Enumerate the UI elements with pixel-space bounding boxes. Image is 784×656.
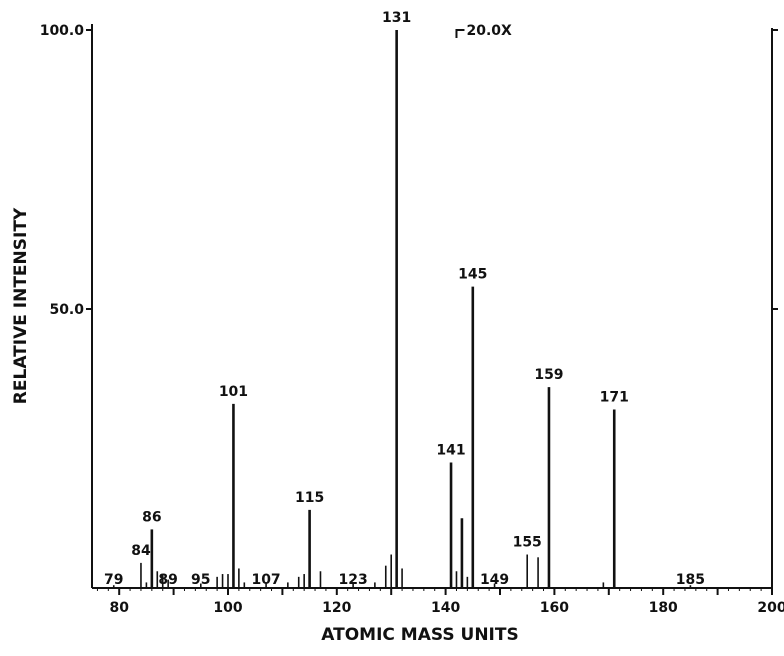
x-tick-label: 160 bbox=[540, 600, 569, 616]
x-tick-label: 140 bbox=[431, 600, 460, 616]
y-tick-label: 100.0 bbox=[40, 23, 85, 39]
x-ticks: 80 100 120 140 160 180 200 bbox=[96, 588, 784, 616]
peak-label: 86 bbox=[142, 509, 161, 525]
annotation-bracket-icon bbox=[455, 29, 465, 38]
peak-label: 79 bbox=[104, 572, 123, 588]
peak-label: 149 bbox=[480, 572, 509, 588]
peak-label: 84 bbox=[131, 543, 151, 559]
peak-label: 107 bbox=[251, 572, 280, 588]
y-ticks: 50.0 100.0 bbox=[40, 23, 778, 318]
peak-label: 101 bbox=[219, 384, 248, 400]
peak-label: 185 bbox=[676, 572, 705, 588]
peak-label: 115 bbox=[295, 490, 324, 506]
y-axis-title: RELATIVE INTENSITY bbox=[11, 207, 31, 404]
x-tick-label: 180 bbox=[649, 600, 678, 616]
x-axis-title: ATOMIC MASS UNITS bbox=[321, 625, 518, 645]
peak-labels: 79 84 86 89 95 101 107 115 123 131 141 145 149 155 159… bbox=[104, 10, 705, 588]
peak-label: 145 bbox=[458, 267, 487, 283]
peak-label: 123 bbox=[339, 572, 368, 588]
zoom-annotation: 20.0X bbox=[455, 23, 512, 39]
y-tick-label: 50.0 bbox=[49, 302, 84, 318]
x-tick-label: 100 bbox=[213, 600, 242, 616]
peak-label: 159 bbox=[534, 367, 563, 383]
x-tick-label: 80 bbox=[109, 600, 129, 616]
peak-label: 155 bbox=[513, 535, 542, 551]
x-tick-label: 200 bbox=[757, 600, 784, 616]
peak-label: 89 bbox=[158, 572, 177, 588]
axes bbox=[91, 24, 773, 589]
peak-label: 131 bbox=[382, 10, 411, 26]
x-tick-label: 120 bbox=[322, 600, 351, 616]
peaks bbox=[112, 30, 692, 588]
peak-label: 95 bbox=[191, 572, 210, 588]
peak-label: 141 bbox=[436, 442, 465, 458]
peak-label: 171 bbox=[600, 389, 629, 405]
annotation-text: 20.0X bbox=[466, 23, 512, 39]
